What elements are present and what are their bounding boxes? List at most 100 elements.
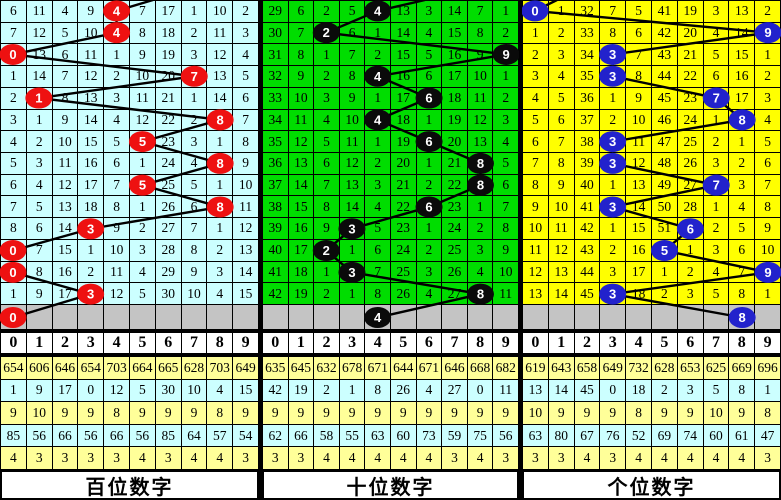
stat-cell: 9 (78, 402, 105, 425)
grid-cell: 1 (600, 87, 627, 110)
grid-cell: 4 (523, 87, 549, 110)
stat-cell: 649 (600, 357, 627, 380)
stat-cell: 9 (467, 402, 494, 425)
latest-cell (442, 305, 468, 330)
grid-cell: 2 (365, 152, 391, 175)
grid-cell: 3 (755, 87, 781, 110)
digit-header-cell: 0 (263, 333, 289, 354)
grid-cell: 12 (523, 261, 549, 284)
stat-cell: 60 (391, 424, 417, 448)
grid-cell: 8 (314, 196, 340, 219)
grid-cell: 19 (391, 131, 417, 153)
stat-row: 62 66 58 55 63 60 73 59 75 56 (263, 424, 519, 448)
stat-cell: 9 (548, 402, 575, 425)
grid-cell: 1 (755, 44, 781, 67)
grid-cell: 20 (155, 66, 182, 88)
stat-cell: 9 (181, 402, 208, 425)
grid-cell: 2 (233, 1, 259, 23)
stat-cell: 3 (263, 447, 289, 470)
grid-cell: 2 (755, 1, 781, 23)
grid-cell (600, 44, 627, 67)
grid-cell: 17 (52, 283, 79, 305)
grid-cell: 5 (314, 131, 340, 153)
grid-cell: 19 (288, 283, 315, 305)
grid-cell (416, 196, 443, 219)
stat-cell: 10 (26, 402, 53, 425)
grid-cell: 11 (626, 131, 652, 153)
grid-cell: 1 (129, 196, 156, 219)
grid-cell: 4 (52, 1, 79, 23)
stat-cell: 4 (129, 447, 156, 470)
grid-cell: 8 (626, 66, 652, 88)
grid-cell: 7 (548, 131, 575, 153)
stat-cell: 69 (651, 424, 678, 448)
grid-cell: 25 (677, 131, 704, 153)
grid-cell: 12 (78, 66, 105, 88)
stat-cell: 42 (263, 379, 289, 403)
stat-cell: 14 (548, 379, 575, 403)
grid-cell: 35 (263, 131, 289, 153)
stat-row: 635 645 632 678 671 644 671 646 668 682 (263, 357, 519, 380)
stat-cell: 3 (233, 447, 259, 470)
grid-cell: 36 (263, 152, 289, 175)
grid-cell: 49 (651, 174, 678, 197)
latest-cell (467, 305, 494, 330)
grid-cell: 42 (574, 218, 601, 240)
grid-cell: 6 (523, 131, 549, 153)
trend-grid: 1 32 7 5 41 19 3 13 2 1 2 33 8 6 42 20 4 14 2 3 34 7 43 21 5 15 1 3… (522, 0, 781, 305)
latest-cell (129, 305, 156, 330)
stat-cell: 4 (416, 379, 443, 403)
grid-cell: 2 (703, 131, 730, 153)
grid-cell: 2 (104, 66, 130, 88)
grid-cell: 2 (181, 22, 208, 45)
grid-cell: 3 (703, 152, 730, 175)
grid-cell: 1 (365, 22, 391, 45)
stat-cell: 9 (233, 402, 259, 425)
stat-cell: 75 (467, 424, 494, 448)
stat-cell: 9 (365, 402, 391, 425)
grid-cell: 1 (493, 1, 519, 23)
digit-header-cell: 0 (523, 333, 549, 354)
grid-cell: 20 (442, 131, 468, 153)
grid-cell: 15 (233, 283, 259, 305)
stats-rows: 654 606 646 654 703 664 665 628 703 649 1 9 17 0 12 5 30… (0, 357, 259, 470)
grid-cell: 15 (78, 131, 105, 153)
grid-cell (416, 87, 443, 110)
grid-cell: 10 (467, 66, 494, 88)
latest-cell (548, 305, 575, 330)
digit-header-cell: 8 (467, 333, 494, 354)
grid-cell: 13 (233, 239, 259, 262)
digit-header-cell: 3 (339, 333, 366, 354)
grid-cell: 1 (651, 261, 678, 284)
grid-cell (651, 239, 678, 262)
grid-cell: 7 (52, 66, 79, 88)
grid-cell: 51 (651, 218, 678, 240)
grid-cell: 11 (288, 109, 315, 132)
grid-cell: 22 (391, 196, 417, 219)
grid-cell: 4 (233, 44, 259, 67)
grid-cell: 10 (755, 239, 781, 262)
grid-cell: 23 (442, 196, 468, 219)
grid-cell: 9 (129, 44, 156, 67)
stat-cell: 4 (703, 447, 730, 470)
grid-cell: 7 (626, 44, 652, 67)
grid-cell: 7 (729, 261, 756, 284)
grid-cell (467, 152, 494, 175)
grid-cell: 47 (651, 131, 678, 153)
stat-row: 42 19 2 1 8 26 4 27 0 11 (263, 379, 519, 403)
grid-cell: 37 (263, 174, 289, 197)
grid-cell: 42 (651, 22, 678, 45)
stat-cell: 80 (548, 424, 575, 448)
grid-cell: 13 (548, 261, 575, 284)
grid-cell (600, 131, 627, 153)
grid-cell (207, 109, 234, 132)
latest-cell (416, 305, 443, 330)
grid-cell: 1 (339, 239, 366, 262)
grid-cell: 8 (181, 239, 208, 262)
grid-cell: 8 (339, 66, 366, 88)
grid-cell: 8 (729, 283, 756, 305)
grid-cell: 1 (523, 22, 549, 45)
grid-cell: 45 (651, 87, 678, 110)
digit-header-cell: 3 (600, 333, 627, 354)
